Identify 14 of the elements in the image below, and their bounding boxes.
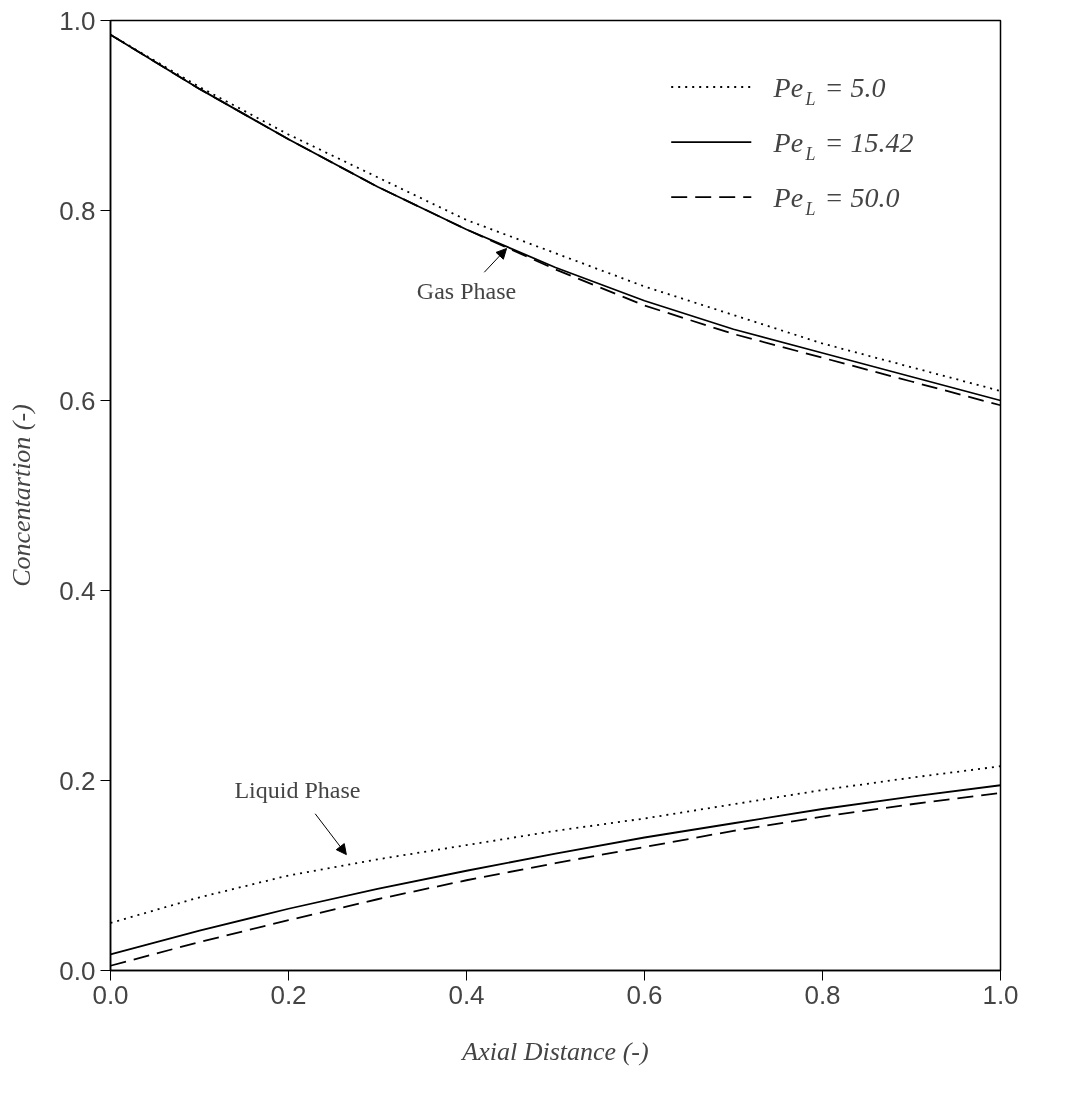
y-tick-label: 0.2 [59,765,96,796]
y-tick-label: 0.4 [59,575,96,606]
x-tick-label: 0.4 [448,979,485,1010]
x-tick-label: 0.2 [270,979,307,1010]
x-tick-label: 0.8 [804,979,841,1010]
y-axis-title: Concentartion (-) [7,404,37,587]
y-tick-label: 1.0 [59,5,96,36]
y-tick-label: 0.8 [59,195,96,226]
y-tick-label: 0.6 [59,385,96,416]
x-axis-title: Axial Distance (-) [460,1036,649,1066]
x-tick-label: 0.6 [626,979,663,1010]
annotation: Gas Phase [416,278,517,305]
annotation: Liquid Phase [234,777,361,803]
x-tick-label: 1.0 [982,979,1019,1010]
